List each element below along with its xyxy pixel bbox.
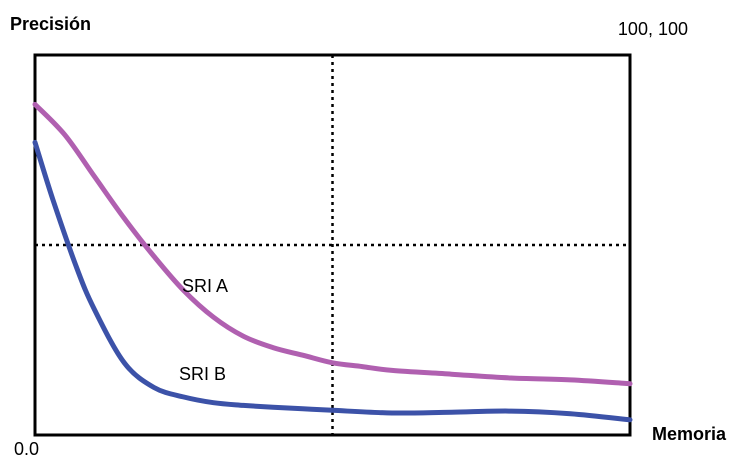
x-axis-title: Memoria <box>652 424 727 444</box>
series-line-sri-a <box>32 101 633 387</box>
corner-label-origin: 0.0 <box>14 439 39 455</box>
y-axis-title: Precisión <box>10 14 91 34</box>
series-line-sri-b <box>32 139 633 423</box>
plot-area <box>32 53 633 437</box>
corner-label-top-right: 100, 100 <box>618 19 688 39</box>
series-label-sri-a: SRI A <box>182 276 228 296</box>
series-label-sri-b: SRI B <box>179 364 226 384</box>
